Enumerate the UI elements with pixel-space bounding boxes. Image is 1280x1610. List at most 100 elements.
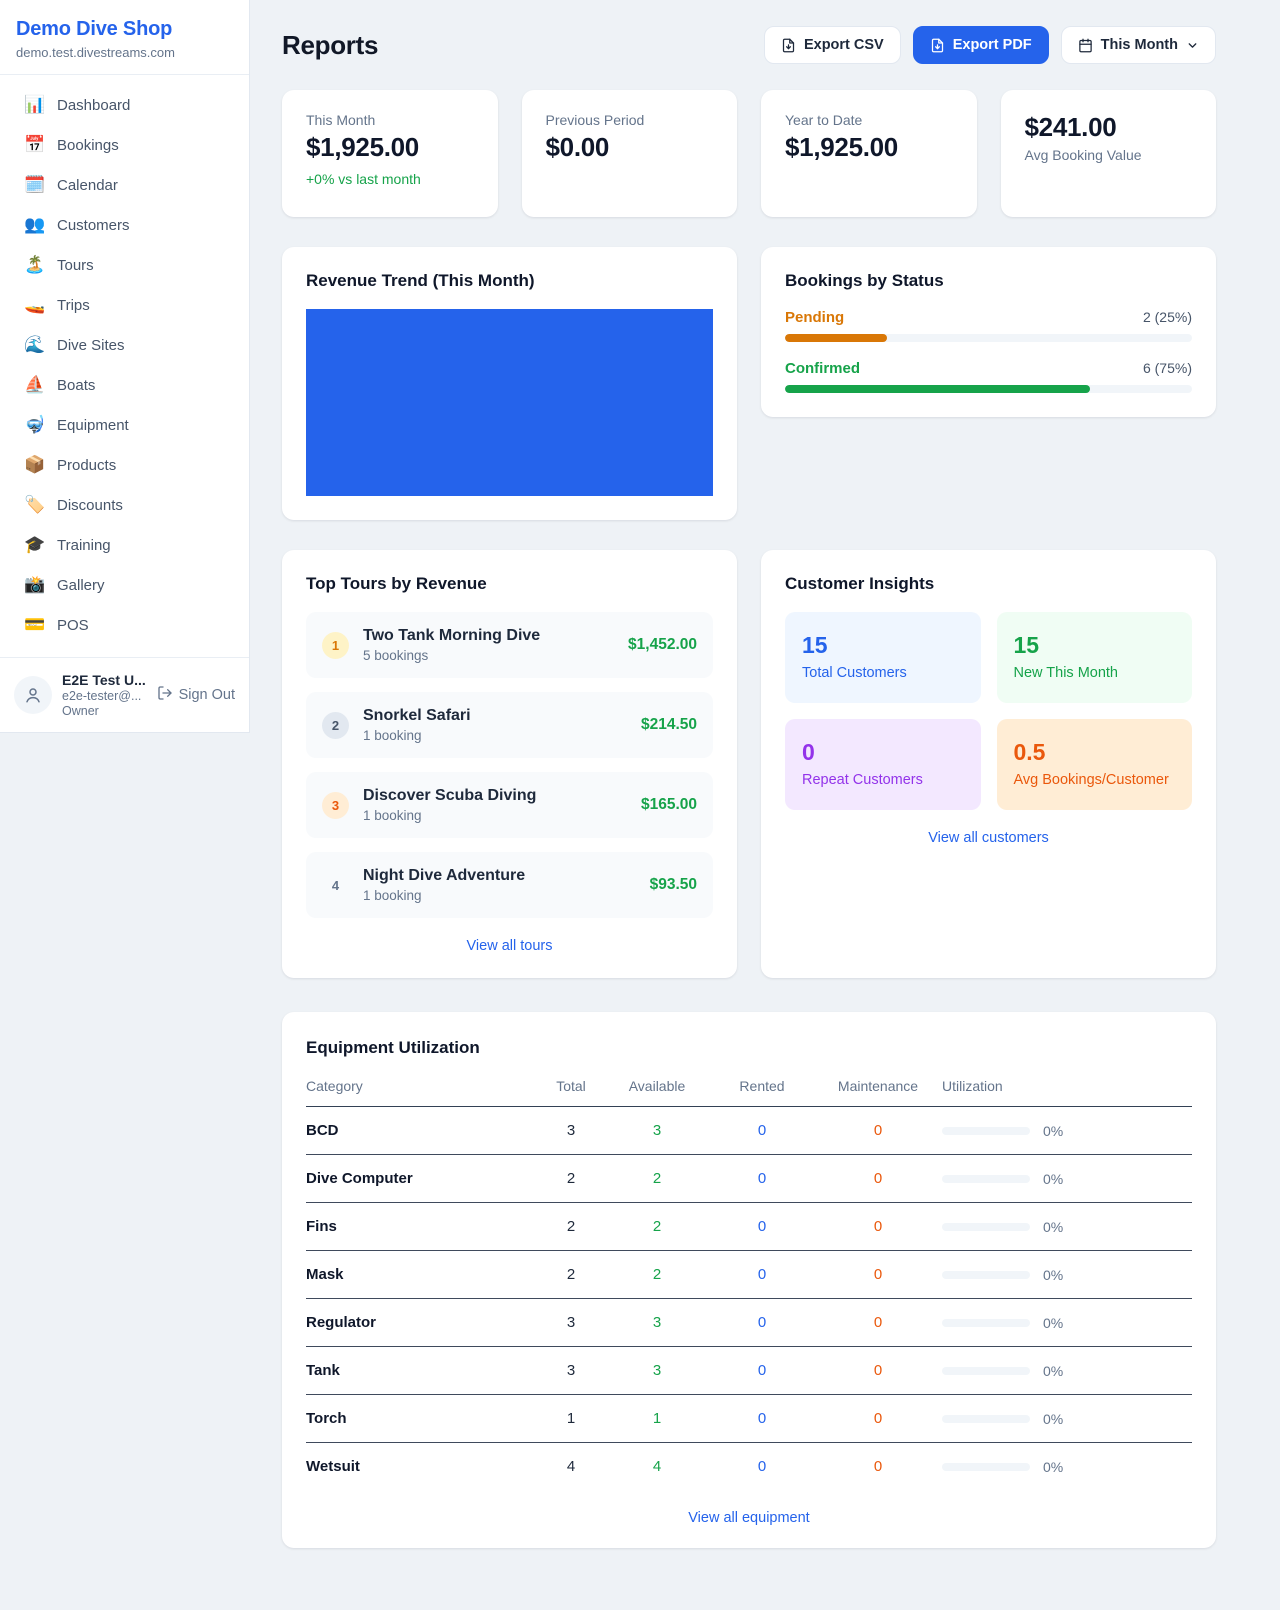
user-email: e2e-tester@... — [62, 689, 142, 703]
stat-label: Previous Period — [545, 112, 645, 128]
cell-available: 2 — [652, 1218, 662, 1235]
equipment-utilization-card: Equipment Utilization Category Total Ava… — [282, 1012, 1216, 1548]
bookings-by-status-card: Bookings by Status Pending 2 (25%) Confi… — [761, 247, 1216, 417]
revenue-trend-card: Revenue Trend (This Month) — [282, 247, 737, 520]
tour-bookings: 1 booking — [363, 808, 422, 823]
cell-total: 2 — [566, 1266, 576, 1283]
tour-list-item-4[interactable]: 4 Night Dive Adventure 1 booking $93.50 — [306, 852, 713, 918]
view-all-tours-link[interactable]: View all tours — [466, 938, 553, 954]
sidebar-item-label: Discounts — [57, 496, 123, 514]
sidebar-user-section: E2E Test U... e2e-tester@... Owner Sign … — [0, 657, 249, 732]
status-progress-fill — [785, 334, 887, 342]
utilization-percent: 0% — [1043, 1410, 1064, 1427]
charts-row: Revenue Trend (This Month) Bookings by S… — [282, 247, 1216, 520]
cell-utilization: 0% — [942, 1267, 1192, 1283]
equipment-icon: 🤿 — [24, 415, 46, 435]
cell-maintenance: 0 — [873, 1458, 883, 1475]
cell-maintenance: 0 — [873, 1218, 883, 1235]
user-avatar-icon — [14, 676, 52, 714]
sidebar-item-trips[interactable]: 🚤 Trips — [0, 285, 249, 325]
sidebar-item-boats[interactable]: ⛵ Boats — [0, 365, 249, 405]
sidebar-item-label: Dashboard — [57, 96, 131, 114]
stat-label: Year to Date — [785, 112, 863, 128]
sidebar-item-label: Customers — [57, 216, 130, 234]
stat-card-previous-period: Previous Period $0.00 — [521, 90, 737, 217]
insight-label: New This Month — [1013, 665, 1119, 681]
stat-delta: +0% vs last month — [306, 171, 421, 187]
products-icon: 📦 — [24, 455, 46, 475]
sidebar-item-gallery[interactable]: 📸 Gallery — [0, 565, 249, 605]
cell-available: 2 — [652, 1170, 662, 1187]
tour-list-item-1[interactable]: 1 Two Tank Morning Dive 5 bookings $1,45… — [306, 612, 713, 678]
sidebar-item-label: Trips — [57, 296, 90, 314]
tour-list-item-2[interactable]: 2 Snorkel Safari 1 booking $214.50 — [306, 692, 713, 758]
cell-utilization: 0% — [942, 1315, 1192, 1331]
export-csv-button[interactable]: Export CSV — [763, 26, 901, 64]
sidebar-item-training[interactable]: 🎓 Training — [0, 525, 249, 565]
sidebar-item-label: Boats — [57, 376, 96, 394]
sidebar-item-customers[interactable]: 👥 Customers — [0, 205, 249, 245]
cell-maintenance: 0 — [873, 1410, 883, 1427]
stat-label: Avg Booking Value — [1024, 147, 1142, 163]
sidebar-item-discounts[interactable]: 🏷️ Discounts — [0, 485, 249, 525]
equipment-table: Category Total Available Rented Maintena… — [306, 1078, 1192, 1490]
user-name: E2E Test U... — [62, 672, 146, 688]
revenue-bar — [306, 309, 713, 496]
view-all-customers-link[interactable]: View all customers — [928, 830, 1049, 846]
view-all-equipment-link[interactable]: View all equipment — [688, 1510, 810, 1526]
sidebar-item-calendar[interactable]: 🗓️ Calendar — [0, 165, 249, 205]
insight-tile-avg-bookings-customer: 0.5 Avg Bookings/Customer — [996, 719, 1192, 810]
chevron-down-icon — [1186, 39, 1199, 52]
utilization-bar-track — [942, 1366, 1030, 1375]
utilization-bar-track — [942, 1414, 1030, 1423]
insight-value: 0 — [802, 739, 815, 765]
column-header-total: Total — [556, 1078, 586, 1094]
tour-list-item-3[interactable]: 3 Discover Scuba Diving 1 booking $165.0… — [306, 772, 713, 838]
cell-category: Tank — [306, 1362, 340, 1379]
sidebar-item-dashboard[interactable]: 📊 Dashboard — [0, 85, 249, 125]
cell-rented: 0 — [757, 1122, 767, 1139]
page-title: Reports — [282, 29, 379, 60]
period-dropdown[interactable]: This Month — [1060, 26, 1216, 64]
discounts-icon: 🏷️ — [24, 495, 46, 515]
cell-maintenance: 0 — [873, 1314, 883, 1331]
cell-utilization: 0% — [942, 1171, 1192, 1187]
customer-insights-card: Customer Insights 15 Total Customers 15 … — [761, 550, 1216, 978]
header-actions: Export CSV Export PDF This Month — [763, 26, 1216, 64]
sidebar-item-bookings[interactable]: 📅 Bookings — [0, 125, 249, 165]
status-row-pending: Pending 2 (25%) — [785, 309, 1192, 342]
cell-category: Torch — [306, 1410, 347, 1427]
sidebar-item-dive-sites[interactable]: 🌊 Dive Sites — [0, 325, 249, 365]
table-row-dive-computer: Dive Computer 2 2 0 0 0% — [306, 1155, 1192, 1203]
sidebar-item-pos[interactable]: 💳 POS — [0, 605, 249, 645]
cell-rented: 0 — [757, 1362, 767, 1379]
status-label: Pending — [785, 309, 845, 326]
cell-available: 3 — [652, 1362, 662, 1379]
cell-total: 1 — [566, 1410, 576, 1427]
cell-total: 3 — [566, 1314, 576, 1331]
dashboard-icon: 📊 — [24, 95, 46, 115]
sign-out-button[interactable]: Sign Out — [157, 685, 235, 705]
stat-value: $1,925.00 — [785, 132, 898, 162]
table-row-mask: Mask 2 2 0 0 0% — [306, 1251, 1192, 1299]
sidebar-item-equipment[interactable]: 🤿 Equipment — [0, 405, 249, 445]
insight-tile-repeat-customers: 0 Repeat Customers — [785, 719, 981, 810]
cell-total: 2 — [566, 1218, 576, 1235]
column-header-rented: Rented — [739, 1078, 785, 1094]
cell-rented: 0 — [757, 1218, 767, 1235]
table-row-wetsuit: Wetsuit 4 4 0 0 0% — [306, 1443, 1192, 1490]
rank-badge: 4 — [331, 877, 340, 893]
table-row-bcd: BCD 3 3 0 0 0% — [306, 1107, 1192, 1155]
sidebar-item-products[interactable]: 📦 Products — [0, 445, 249, 485]
table-row-regulator: Regulator 3 3 0 0 0% — [306, 1299, 1192, 1347]
cell-maintenance: 0 — [873, 1170, 883, 1187]
sidebar-item-label: Dive Sites — [57, 336, 125, 354]
export-pdf-button[interactable]: Export PDF — [912, 26, 1049, 64]
cell-total: 3 — [566, 1122, 576, 1139]
tour-bookings: 1 booking — [363, 888, 422, 903]
sidebar-item-tours[interactable]: 🏝️ Tours — [0, 245, 249, 285]
top-tours-title: Top Tours by Revenue — [306, 574, 487, 593]
cell-available: 4 — [652, 1458, 662, 1475]
status-label: Confirmed — [785, 360, 860, 377]
status-list: Pending 2 (25%) Confirmed 6 (75%) — [785, 309, 1192, 393]
